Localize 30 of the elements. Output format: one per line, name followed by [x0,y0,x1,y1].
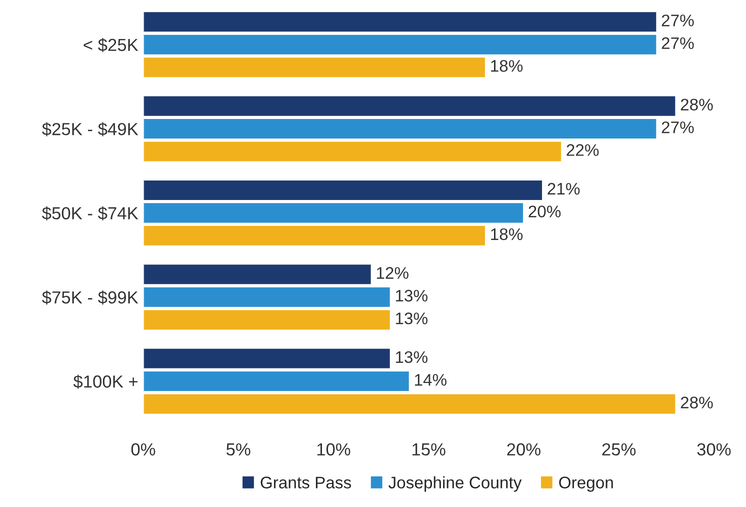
data-label: 13% [396,312,428,324]
data-label: 28% [680,396,713,408]
data-label: 13% [396,290,428,302]
data-label: 20% [528,206,561,218]
x-tick-label: 0% [131,443,156,456]
data-label: 14% [414,374,446,386]
data-label: 12% [376,267,408,279]
data-label: 28% [680,98,713,111]
legend-label: Grants Pass [260,476,351,488]
y-tick-label: $100K + [73,374,138,389]
data-label: 22% [566,144,599,156]
data-label: 18% [491,60,523,72]
y-tick-label: < $25K [84,38,138,52]
y-tick-label: $50K - $74K [42,206,138,220]
legend-label: Josephine County [388,476,522,492]
x-tick-label: 20% [507,443,540,456]
data-label: 27% [662,37,694,50]
x-tick-label: 5% [226,443,250,456]
x-tick-label: 30% [697,443,731,456]
x-tick-label: 10% [317,443,350,456]
data-label: 13% [396,351,428,364]
legend-label: Oregon [559,476,613,492]
y-tick-label: $75K - $99K [42,290,138,305]
data-label: 27% [662,14,694,26]
x-tick-label: 15% [412,443,446,456]
data-label: 21% [548,182,580,195]
x-tick-label: 25% [602,443,636,456]
data-label: 18% [491,228,523,240]
data-label: 27% [662,121,694,134]
y-tick-label: $25K - $49K [42,122,138,136]
